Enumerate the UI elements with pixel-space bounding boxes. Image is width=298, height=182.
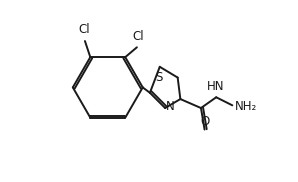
Text: Cl: Cl [132,30,144,43]
Text: Cl: Cl [78,23,90,36]
Text: S: S [155,71,162,84]
Text: HN: HN [207,80,224,93]
Text: O: O [201,115,210,128]
Text: NH₂: NH₂ [235,100,257,113]
Text: N: N [166,100,175,113]
